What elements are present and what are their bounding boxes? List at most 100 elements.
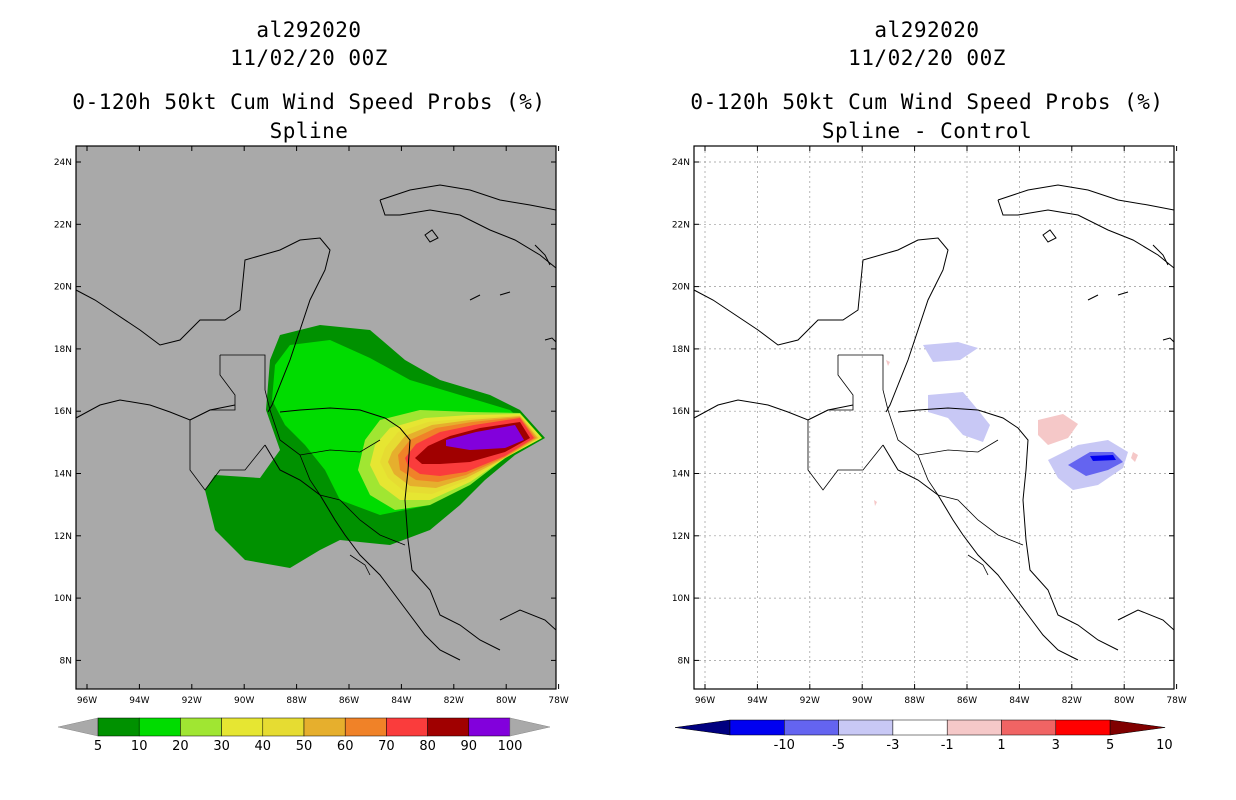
probability-colorbar: 5 10 20 30 40 50 60 70 80 90 100	[57, 717, 551, 754]
storm-id-title: al292020	[874, 18, 980, 42]
diff-negative-region	[928, 392, 990, 442]
colorbar-swatch	[262, 717, 305, 737]
lon-label: 92W	[182, 696, 202, 706]
subtitle: Spline - Control	[821, 119, 1033, 143]
lon-label: 94W	[747, 696, 767, 706]
product-title: 0-120h 50kt Cum Wind Speed Probs (%)	[72, 90, 546, 114]
lat-label: 12N	[54, 532, 72, 542]
lon-label: 94W	[129, 696, 149, 706]
init-time-title: 11/02/20 00Z	[848, 46, 1006, 70]
colorbar-label: 50	[296, 739, 313, 754]
borders	[189, 354, 406, 576]
lon-label: 82W	[1062, 696, 1082, 706]
colorbar-label: 100	[498, 739, 523, 754]
colorbar-swatch	[344, 717, 387, 737]
colorbar-label: 10	[1156, 738, 1173, 753]
longitude-labels: 96W 94W 92W 90W 88W 86W 84W 82W 80W 78W	[77, 146, 569, 706]
lat-label: 18N	[672, 345, 690, 355]
lon-label: 78W	[1166, 696, 1186, 706]
colorbar-swatch	[838, 719, 894, 736]
colorbar-high-arrow	[1109, 719, 1166, 736]
colorbar-label: -5	[832, 738, 845, 753]
lat-label: 16N	[672, 407, 690, 417]
prob-90-region	[446, 425, 524, 450]
lon-label: 88W	[904, 696, 924, 706]
lat-label: 8N	[678, 656, 690, 666]
colorbar-swatch	[303, 717, 346, 737]
lat-label: 20N	[54, 283, 72, 293]
colorbar-swatch	[97, 717, 140, 737]
colorbar-low-arrow	[674, 719, 731, 736]
lon-label: 82W	[444, 696, 464, 706]
colorbar-swatch	[1001, 719, 1057, 736]
lon-label: 96W	[77, 696, 97, 706]
lon-label: 86W	[957, 696, 977, 706]
colorbar-label: 3	[1052, 738, 1060, 753]
product-title: 0-120h 50kt Cum Wind Speed Probs (%)	[690, 90, 1164, 114]
lat-label: 10N	[672, 594, 690, 604]
probability-map: 96W 94W 92W 90W 88W 86W 84W 82W 80W 78W 24N 22N 20N…	[54, 145, 569, 754]
diff-positive-region	[1038, 414, 1078, 445]
colorbar-swatch	[784, 719, 839, 736]
colorbar-swatch	[729, 719, 785, 736]
lon-label: 84W	[1009, 696, 1029, 706]
lat-label: 12N	[672, 532, 690, 542]
colorbar-label: 20	[172, 739, 189, 754]
difference-colorbar: -10 -5 -3 -1 1 3 5 10	[674, 719, 1173, 753]
lat-label: 16N	[54, 407, 72, 417]
borders	[807, 354, 1024, 576]
colorbar-label: 80	[419, 739, 436, 754]
lat-label: 22N	[54, 220, 72, 230]
lon-label: 90W	[852, 696, 872, 706]
colorbar-low-arrow	[57, 717, 99, 737]
colorbar-label: -3	[886, 738, 899, 753]
coastlines	[76, 184, 556, 661]
longitude-labels: 96W 94W 92W 90W 88W 86W 84W 82W 80W 78W	[695, 146, 1187, 706]
colorbar-swatch	[468, 717, 511, 737]
colorbar-label: 40	[255, 739, 272, 754]
lat-label: 18N	[54, 345, 72, 355]
lon-label: 92W	[800, 696, 820, 706]
init-time-title: 11/02/20 00Z	[230, 46, 388, 70]
colorbar-label: 60	[337, 739, 354, 754]
lon-label: 80W	[1114, 696, 1134, 706]
map-frame	[75, 145, 557, 690]
map-background	[694, 146, 1174, 689]
lon-label: 80W	[496, 696, 516, 706]
colorbar-label: 90	[461, 739, 478, 754]
colorbar-swatch	[892, 719, 948, 736]
colorbar-label: -10	[774, 738, 795, 753]
colorbar-swatch	[1055, 719, 1111, 736]
colorbar-swatch	[946, 719, 1002, 736]
colorbar-label: 5	[94, 739, 102, 754]
colorbar-label: 10	[131, 739, 148, 754]
lon-label: 84W	[391, 696, 411, 706]
colorbar-label: 5	[1106, 738, 1114, 753]
diff-positive-region	[886, 360, 890, 366]
diff-positive-region	[874, 500, 877, 506]
latitude-labels: 24N 22N 20N 18N 16N 14N 12N 10N 8N	[672, 158, 1174, 666]
colorbar-swatch	[180, 717, 222, 737]
colorbar-label: -1	[941, 738, 954, 753]
latitude-labels: 24N 22N 20N 18N 16N 14N 12N 10N 8N	[54, 158, 556, 666]
lon-label: 78W	[548, 696, 568, 706]
lon-label: 90W	[234, 696, 254, 706]
lon-label: 86W	[339, 696, 359, 706]
map-frame	[693, 145, 1175, 690]
colorbar-swatch	[138, 717, 181, 737]
lat-label: 10N	[54, 594, 72, 604]
diff-negative-region	[1090, 455, 1116, 461]
lat-label: 14N	[672, 470, 690, 480]
difference-map: 96W 94W 92W 90W 88W 86W 84W 82W 80W 78W 24N 22N 20N…	[672, 145, 1187, 753]
diff-positive-region	[1131, 452, 1138, 462]
colorbar-label: 30	[213, 739, 230, 754]
lat-label: 22N	[672, 220, 690, 230]
storm-id-title: al292020	[256, 18, 362, 42]
spline-panel: al292020 11/02/20 00Z 0-120h 50kt Cum Wi…	[54, 18, 569, 754]
diff-negative-region	[923, 342, 978, 362]
lat-label: 24N	[672, 158, 690, 168]
gridlines	[694, 146, 1174, 689]
subtitle: Spline	[269, 119, 349, 143]
colorbar-swatch	[386, 717, 428, 737]
colorbar-high-arrow	[509, 717, 551, 737]
